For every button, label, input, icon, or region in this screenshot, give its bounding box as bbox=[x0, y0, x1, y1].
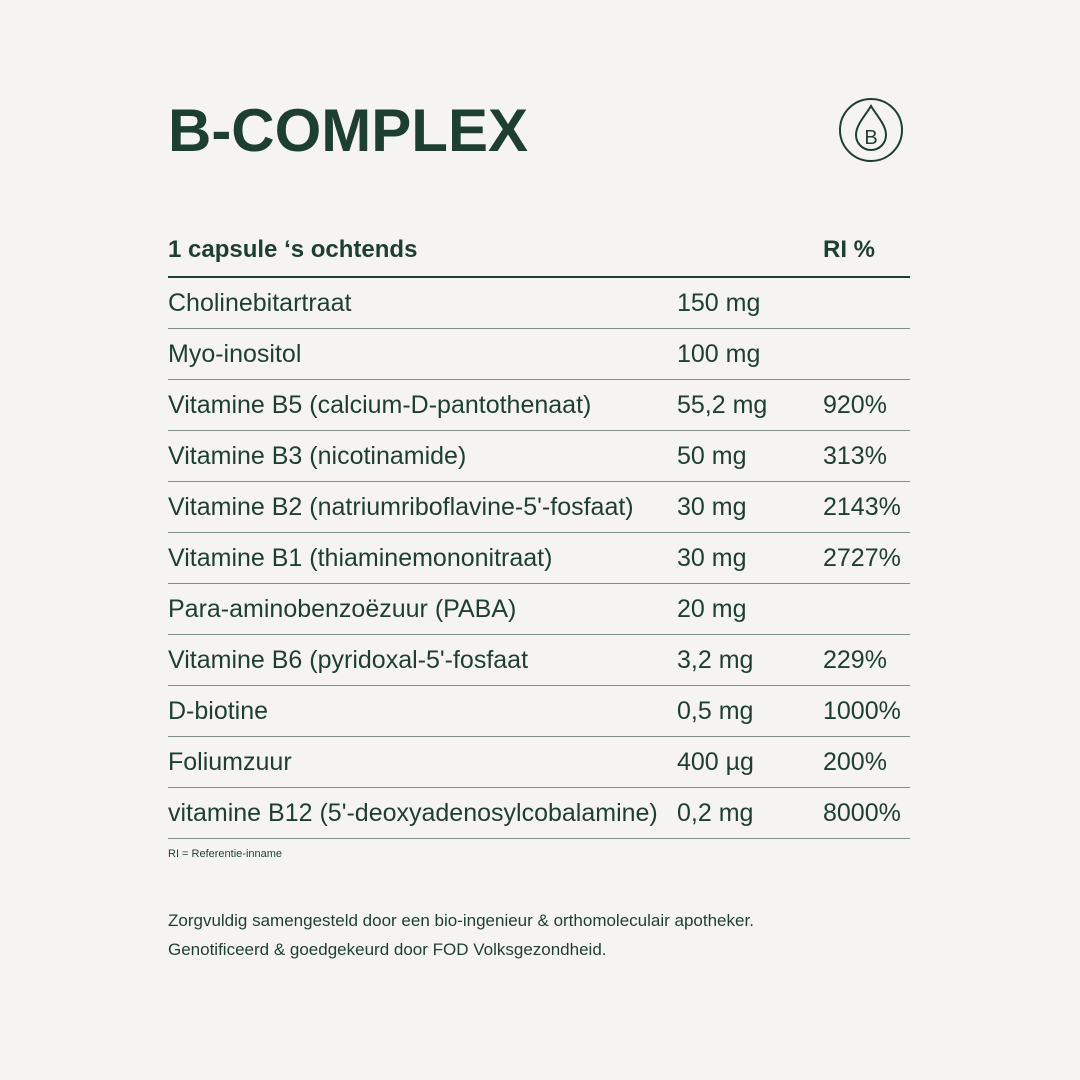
ingredient-name: Myo-inositol bbox=[168, 340, 302, 368]
ingredient-name: Vitamine B3 (nicotinamide) bbox=[168, 442, 467, 470]
ingredient-amount: 100 mg bbox=[677, 340, 761, 368]
page-title: B-COMPLEX bbox=[168, 97, 528, 164]
table-row: Vitamine B3 (nicotinamide) 50 mg 313% bbox=[168, 431, 910, 482]
table-header: 1 capsule ‘s ochtends RI % bbox=[168, 226, 910, 278]
dose-header: 1 capsule ‘s ochtends bbox=[168, 236, 418, 263]
ingredient-name: Cholinebitartraat bbox=[168, 289, 352, 317]
ingredient-amount: 30 mg bbox=[677, 544, 747, 572]
table-row: Vitamine B2 (natriumriboflavine-5'-fosfa… bbox=[168, 482, 910, 533]
table-row: Vitamine B5 (calcium-D-pantothenaat) 55,2… bbox=[168, 380, 910, 431]
footer-text: Zorgvuldig samengesteld door een bio-ing… bbox=[168, 906, 754, 964]
ingredient-name: D-biotine bbox=[168, 697, 269, 725]
ingredient-ri: 8000% bbox=[823, 799, 901, 827]
ingredient-ri: 2727% bbox=[823, 544, 901, 572]
table-row: Para-aminobenzoëzuur (PABA) 20 mg bbox=[168, 584, 910, 635]
ingredient-ri: 313% bbox=[823, 442, 887, 470]
ingredient-amount: 55,2 mg bbox=[677, 391, 768, 419]
nutrition-table: 1 capsule ‘s ochtends RI % Cholinebitart… bbox=[168, 226, 910, 839]
ingredient-name: Vitamine B5 (calcium-D-pantothenaat) bbox=[168, 391, 592, 419]
ingredient-name: Foliumzuur bbox=[168, 748, 292, 776]
table-row: Foliumzuur 400 µg 200% bbox=[168, 737, 910, 788]
ri-note: RI = Referentie-inname bbox=[168, 848, 283, 860]
ingredient-name: Vitamine B2 (natriumriboflavine-5'-fosfa… bbox=[168, 493, 634, 521]
table-row: vitamine B12 (5'-deoxyadenosylcobalamine… bbox=[168, 788, 910, 839]
ingredient-amount: 0,5 mg bbox=[677, 697, 754, 725]
table-row: Cholinebitartraat 150 mg bbox=[168, 278, 910, 329]
ingredient-ri: 1000% bbox=[823, 697, 901, 725]
table-row: Myo-inositol 100 mg bbox=[168, 329, 910, 380]
ingredient-name: Vitamine B1 (thiaminemononitraat) bbox=[168, 544, 553, 572]
ingredient-amount: 30 mg bbox=[677, 493, 747, 521]
vitamin-b-drop-icon: B bbox=[839, 98, 903, 162]
ingredient-ri: 200% bbox=[823, 748, 887, 776]
ingredient-name: Vitamine B6 (pyridoxal-5'-fosfaat bbox=[168, 646, 529, 674]
ingredient-name: vitamine B12 (5'-deoxyadenosylcobalamine… bbox=[168, 799, 658, 827]
ingredient-ri: 2143% bbox=[823, 493, 901, 521]
ingredient-amount: 3,2 mg bbox=[677, 646, 754, 674]
footer-line: Zorgvuldig samengesteld door een bio-ing… bbox=[168, 911, 754, 930]
ingredient-amount: 50 mg bbox=[677, 442, 747, 470]
footer-line: Genotificeerd & goedgekeurd door FOD Vol… bbox=[168, 940, 607, 959]
ingredient-ri: 920% bbox=[823, 391, 887, 419]
table-row: Vitamine B6 (pyridoxal-5'-fosfaat 3,2 mg 2… bbox=[168, 635, 910, 686]
table-row: D-biotine 0,5 mg 1000% bbox=[168, 686, 910, 737]
ingredient-name: Para-aminobenzoëzuur (PABA) bbox=[168, 595, 517, 623]
ingredient-amount: 400 µg bbox=[677, 748, 754, 776]
ingredient-amount: 150 mg bbox=[677, 289, 761, 317]
ingredient-amount: 20 mg bbox=[677, 595, 747, 623]
table-row: Vitamine B1 (thiaminemononitraat) 30 mg 27… bbox=[168, 533, 910, 584]
ri-header: RI % bbox=[823, 236, 876, 263]
svg-text:B: B bbox=[864, 127, 877, 149]
ingredient-ri: 229% bbox=[823, 646, 887, 674]
ingredient-amount: 0,2 mg bbox=[677, 799, 754, 827]
